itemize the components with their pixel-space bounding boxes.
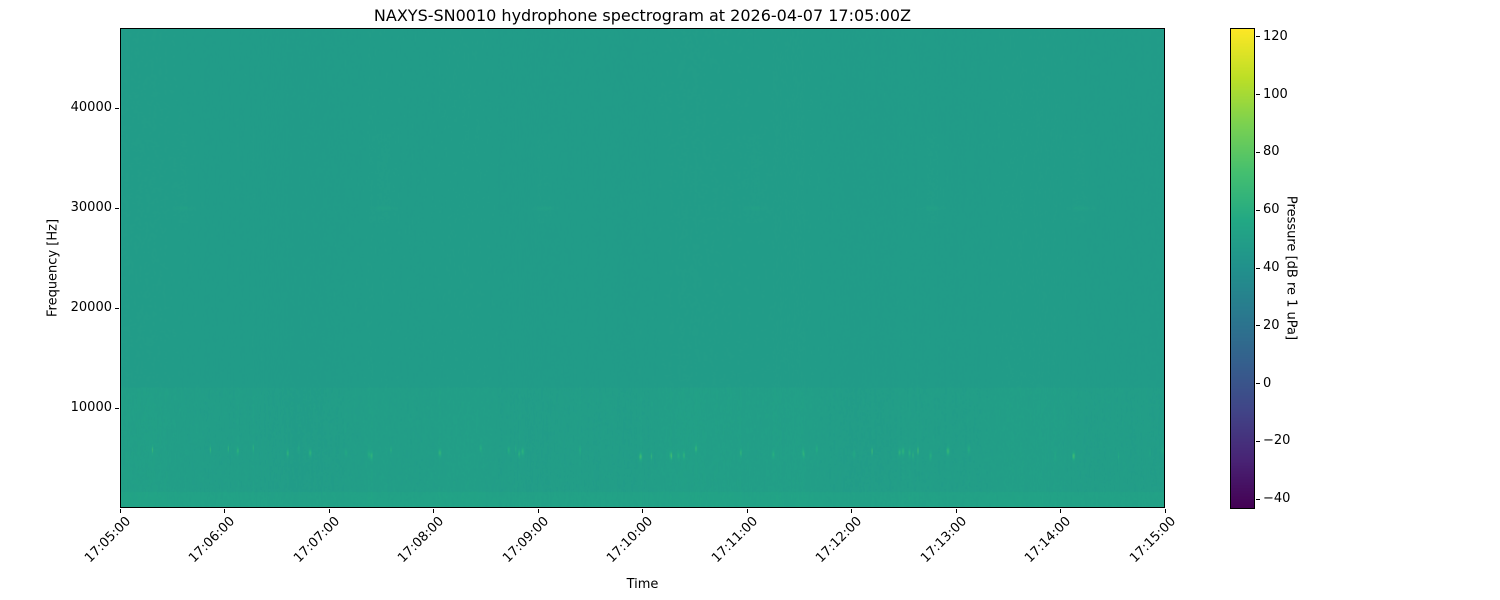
x-tick-label: 17:10:00	[604, 514, 657, 566]
spectrogram-heatmap	[121, 29, 1164, 507]
colorbar-tick-label: −40	[1263, 491, 1291, 507]
x-tick-label: 17:13:00	[917, 514, 970, 566]
tick-mark	[1256, 440, 1260, 442]
colorbar-tick-label: 80	[1263, 144, 1280, 160]
colorbar-tick-label: 20	[1263, 317, 1280, 333]
x-tick-label: 17:07:00	[290, 514, 343, 566]
tick-mark	[1256, 498, 1260, 500]
y-axis-label: Frequency [Hz]	[45, 218, 61, 318]
tick-mark	[115, 307, 119, 309]
x-tick-label: 17:15:00	[1126, 514, 1179, 566]
colorbar-tick-label: 0	[1263, 375, 1272, 391]
colorbar-tick-label: −20	[1263, 433, 1291, 449]
colorbar-tick-label: 40	[1263, 260, 1280, 275]
tick-mark	[1164, 509, 1166, 513]
tick-mark	[115, 207, 119, 209]
tick-mark	[119, 509, 121, 513]
colorbar-tick-label: 60	[1263, 202, 1280, 218]
tick-mark	[224, 509, 225, 513]
tick-mark	[851, 509, 852, 513]
tick-mark	[1256, 325, 1260, 327]
tick-mark	[1256, 151, 1260, 153]
colorbar	[1230, 28, 1255, 509]
chart-title: NAXYS-SN0010 hydrophone spectrogram at 2…	[373, 6, 912, 25]
tick-mark	[115, 107, 119, 109]
tick-mark	[328, 509, 330, 513]
x-tick-label: 17:11:00	[708, 514, 761, 566]
tick-mark	[1256, 36, 1260, 38]
x-tick-label: 17:06:00	[186, 514, 239, 566]
tick-mark	[1256, 94, 1260, 95]
tick-mark	[642, 509, 643, 513]
plot-area	[120, 28, 1165, 508]
x-tick-label: 17:05:00	[81, 514, 134, 566]
y-tick-label: 10000	[70, 400, 112, 415]
tick-mark	[746, 509, 748, 513]
x-axis-label: Time	[626, 577, 659, 592]
tick-mark	[1060, 509, 1061, 513]
tick-mark	[1256, 267, 1260, 269]
tick-mark	[1256, 209, 1260, 211]
x-tick-label: 17:08:00	[395, 514, 448, 566]
x-tick-label: 17:09:00	[499, 514, 552, 566]
tick-mark	[115, 407, 119, 409]
tick-mark	[537, 509, 539, 513]
y-tick-label: 40000	[70, 100, 112, 115]
y-tick-label: 30000	[70, 200, 112, 215]
colorbar-gradient	[1231, 29, 1254, 508]
y-tick-label: 20000	[70, 300, 112, 315]
colorbar-tick-label: 120	[1263, 28, 1288, 44]
colorbar-tick-label: 100	[1263, 86, 1288, 102]
colorbar-axis-label: Pressure [dB re 1 uPa]	[1283, 195, 1299, 341]
x-tick-label: 17:12:00	[813, 514, 866, 566]
tick-mark	[433, 509, 434, 513]
tick-mark	[1256, 383, 1260, 385]
tick-mark	[955, 509, 957, 513]
x-tick-label: 17:14:00	[1022, 514, 1075, 566]
